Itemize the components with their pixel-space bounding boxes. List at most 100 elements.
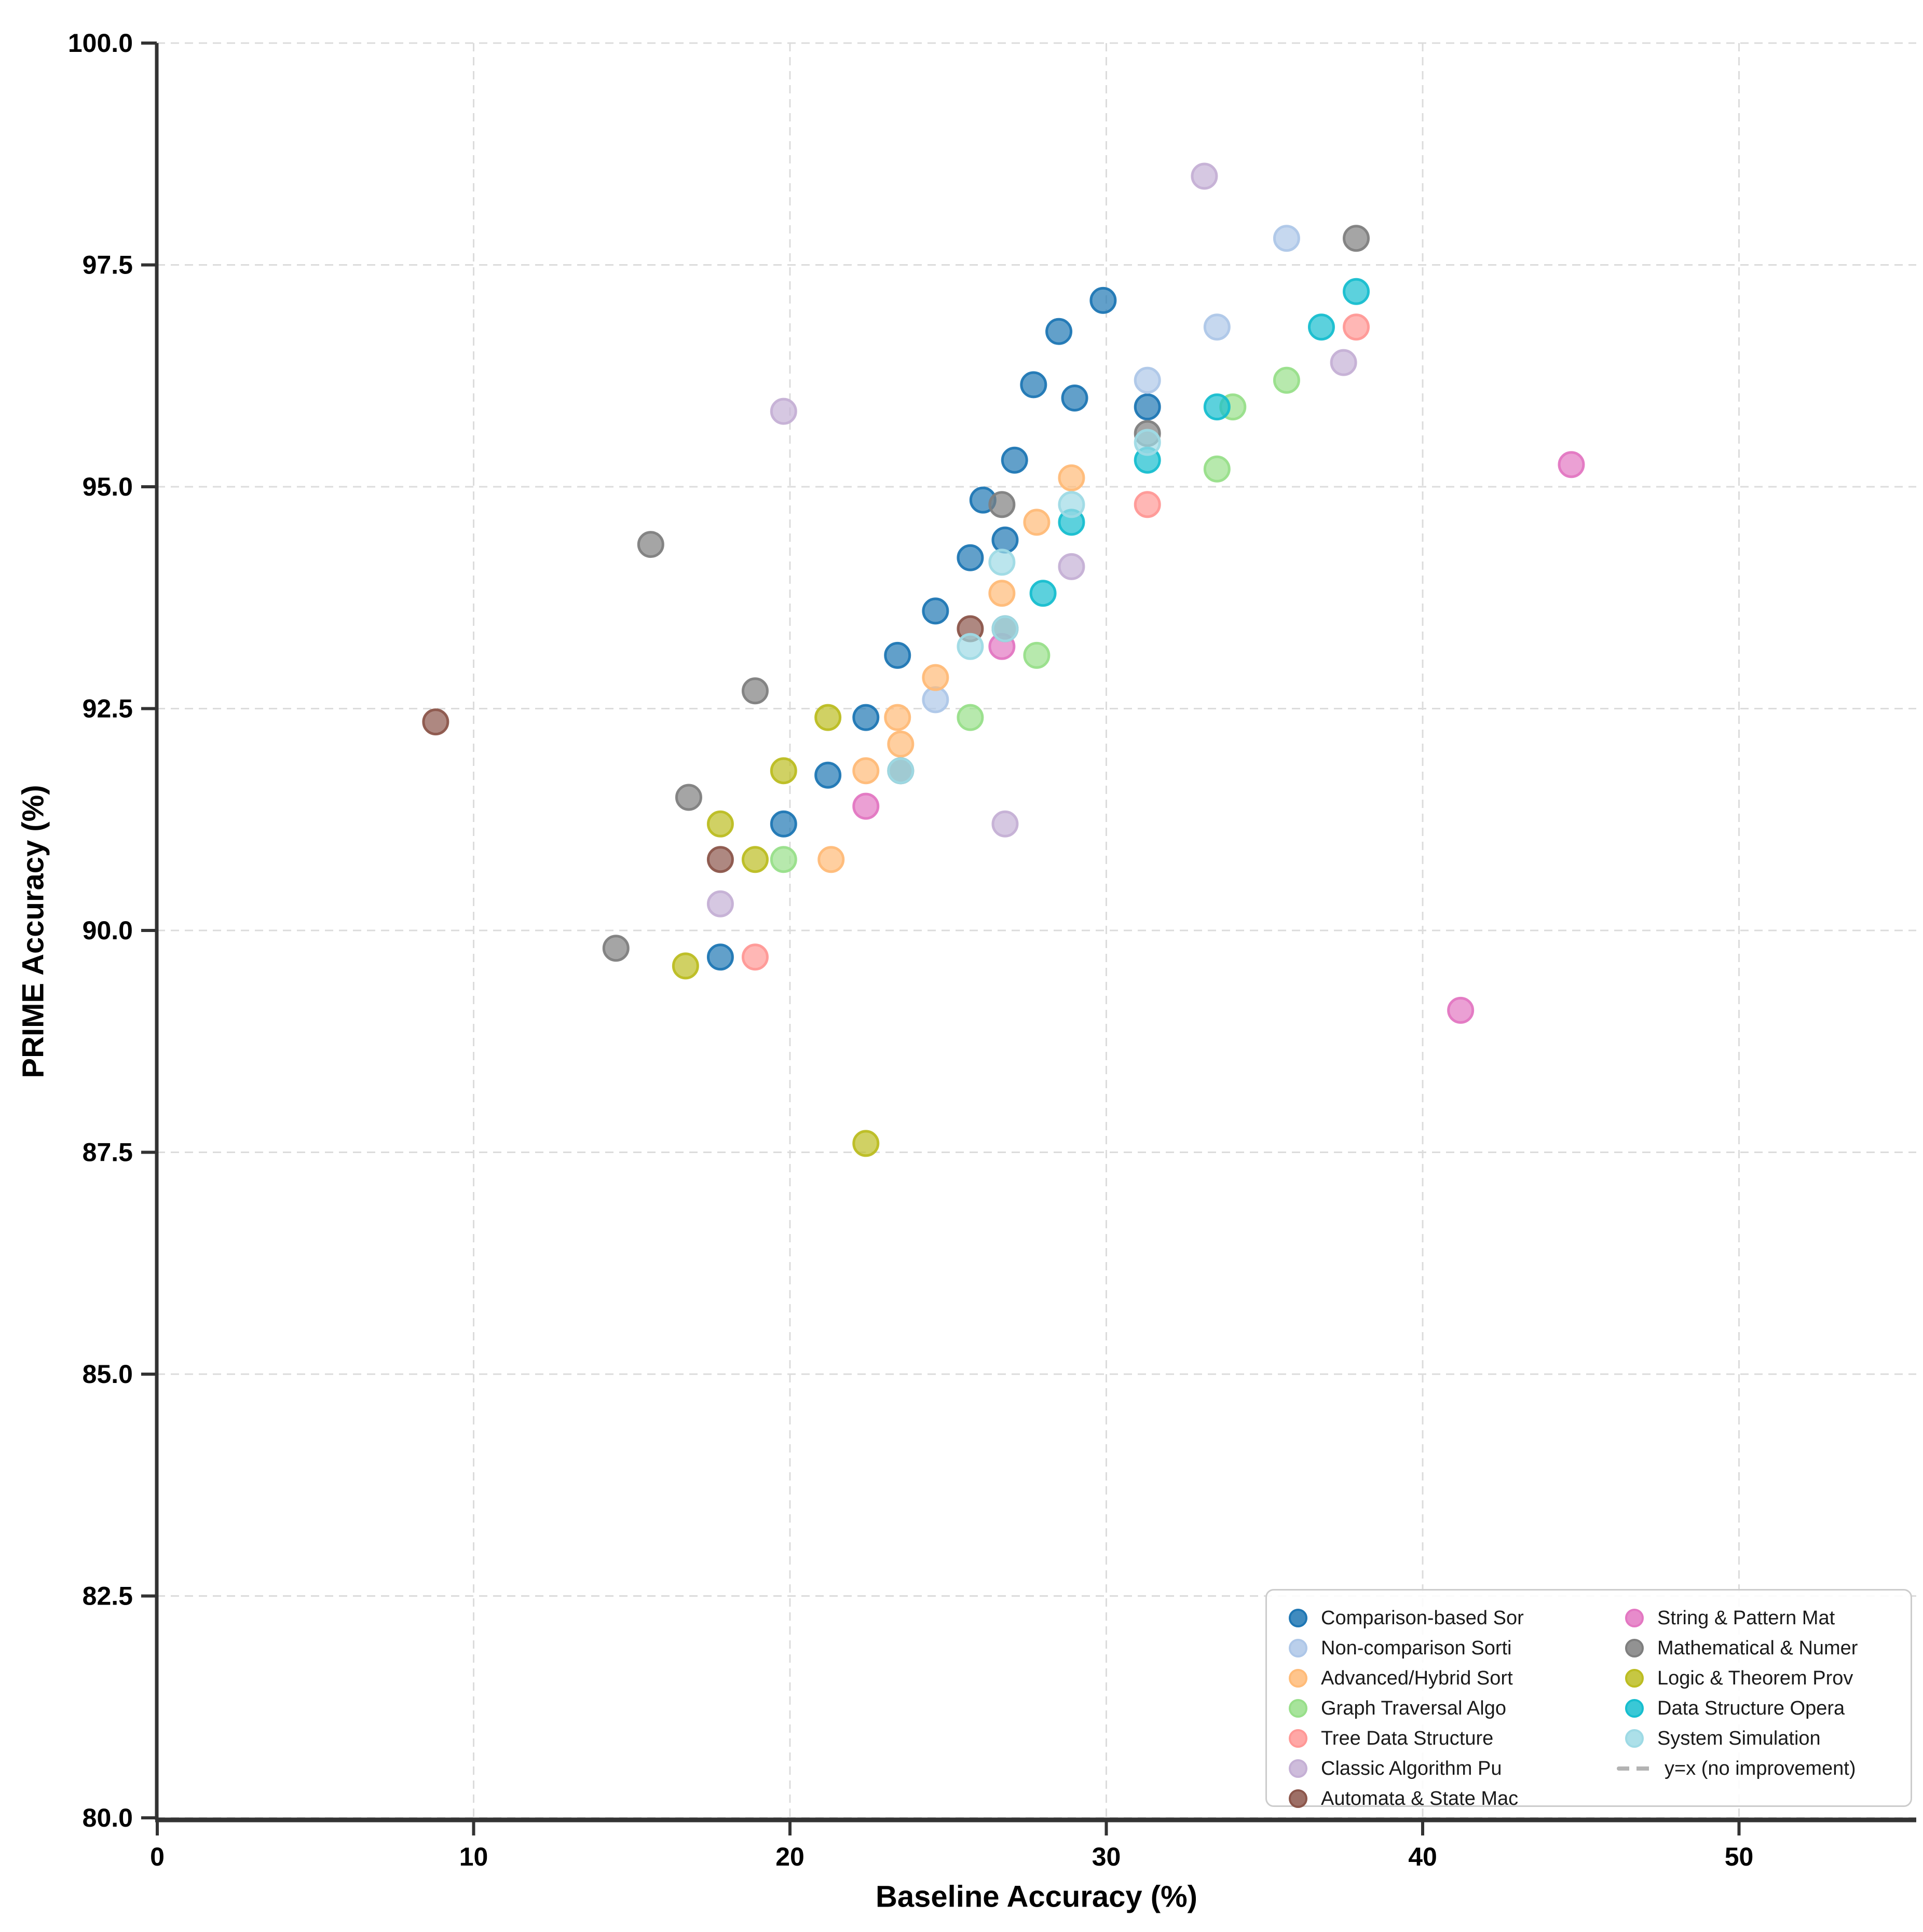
- point-comparison-based-sor[interactable]: [852, 704, 880, 731]
- point-comparison-based-sor[interactable]: [957, 544, 984, 571]
- point-comparison-based-sor[interactable]: [1089, 286, 1117, 314]
- point-system-simulation[interactable]: [1058, 491, 1085, 518]
- point-comparison-based-sor[interactable]: [991, 526, 1019, 554]
- point-logic-theorem-prov[interactable]: [741, 846, 769, 873]
- point-non-comparison-sorti[interactable]: [1203, 313, 1231, 341]
- legend-item[interactable]: Comparison-based Sor: [1273, 1603, 1524, 1633]
- point-data-structure-opera[interactable]: [1203, 393, 1231, 421]
- point-non-comparison-sorti[interactable]: [1134, 366, 1161, 394]
- point-advanced-hybrid-sort[interactable]: [852, 757, 880, 785]
- point-system-simulation[interactable]: [957, 633, 984, 660]
- point-mathematical-numer[interactable]: [988, 491, 1016, 518]
- legend-item[interactable]: Non-comparison Sorti: [1273, 1633, 1524, 1663]
- point-graph-traversal-algo[interactable]: [770, 846, 797, 873]
- legend-label: Comparison-based Sor: [1321, 1607, 1524, 1629]
- point-system-simulation[interactable]: [991, 615, 1019, 642]
- legend-label: Classic Algorithm Pu: [1321, 1757, 1502, 1779]
- point-tree-data-structure[interactable]: [1343, 313, 1370, 341]
- point-non-comparison-sorti[interactable]: [1273, 225, 1300, 252]
- point-string-pattern-mat[interactable]: [852, 792, 880, 820]
- point-system-simulation[interactable]: [887, 757, 915, 785]
- point-system-simulation[interactable]: [1134, 429, 1161, 456]
- point-logic-theorem-prov[interactable]: [672, 952, 699, 980]
- point-graph-traversal-algo[interactable]: [957, 704, 984, 731]
- point-advanced-hybrid-sort[interactable]: [988, 580, 1016, 607]
- legend-marker-icon: [1289, 1609, 1307, 1627]
- point-logic-theorem-prov[interactable]: [706, 810, 734, 838]
- legend-item[interactable]: Classic Algorithm Pu: [1273, 1753, 1524, 1784]
- point-classic-algorithm-pu[interactable]: [706, 890, 734, 917]
- legend-marker-icon: [1625, 1699, 1644, 1718]
- point-advanced-hybrid-sort[interactable]: [922, 664, 949, 691]
- point-advanced-hybrid-sort[interactable]: [1058, 464, 1085, 491]
- point-classic-algorithm-pu[interactable]: [1191, 162, 1218, 190]
- point-comparison-based-sor[interactable]: [884, 641, 911, 669]
- y-axis-title: PRIME Accuracy (%): [16, 785, 50, 1078]
- point-graph-traversal-algo[interactable]: [1273, 366, 1300, 394]
- legend-item[interactable]: Mathematical & Numer: [1610, 1633, 1858, 1663]
- point-comparison-based-sor[interactable]: [770, 810, 797, 838]
- legend-label: Logic & Theorem Prov: [1657, 1667, 1853, 1689]
- legend-marker-icon: [1625, 1639, 1644, 1657]
- legend-item[interactable]: String & Pattern Mat: [1610, 1603, 1858, 1633]
- x-tick-label-0: 0: [150, 1842, 165, 1871]
- point-tree-data-structure[interactable]: [741, 943, 769, 971]
- point-automata-state-mac[interactable]: [422, 708, 449, 736]
- point-graph-traversal-algo[interactable]: [1023, 641, 1051, 669]
- point-system-simulation[interactable]: [988, 549, 1016, 576]
- point-mathematical-numer[interactable]: [637, 531, 664, 558]
- legend-label: Advanced/Hybrid Sort: [1321, 1667, 1513, 1689]
- point-comparison-based-sor[interactable]: [922, 597, 949, 625]
- point-string-pattern-mat[interactable]: [1447, 996, 1475, 1024]
- point-automata-state-mac[interactable]: [706, 846, 734, 873]
- point-advanced-hybrid-sort[interactable]: [817, 846, 845, 873]
- point-comparison-based-sor[interactable]: [1045, 318, 1073, 345]
- legend-item[interactable]: Advanced/Hybrid Sort: [1273, 1663, 1524, 1693]
- y-tick-label-95: 95.0: [83, 472, 133, 501]
- point-string-pattern-mat[interactable]: [1558, 451, 1585, 478]
- legend-item[interactable]: Data Structure Opera: [1610, 1693, 1858, 1723]
- point-comparison-based-sor[interactable]: [1061, 385, 1088, 412]
- legend-item[interactable]: Automata & State Mac: [1273, 1784, 1524, 1814]
- legend-label: Mathematical & Numer: [1657, 1637, 1858, 1659]
- point-logic-theorem-prov[interactable]: [770, 757, 797, 785]
- point-comparison-based-sor[interactable]: [1001, 446, 1028, 474]
- point-advanced-hybrid-sort[interactable]: [1023, 509, 1051, 536]
- point-non-comparison-sorti[interactable]: [922, 686, 949, 714]
- legend-label: String & Pattern Mat: [1657, 1607, 1835, 1629]
- legend-column-2: String & Pattern Mat Mathematical & Numer…: [1610, 1603, 1858, 1784]
- point-data-structure-opera[interactable]: [1307, 313, 1335, 341]
- point-classic-algorithm-pu[interactable]: [991, 810, 1019, 838]
- legend-item[interactable]: Graph Traversal Algo: [1273, 1693, 1524, 1723]
- legend-item[interactable]: Tree Data Structure: [1273, 1723, 1524, 1753]
- point-graph-traversal-algo[interactable]: [1203, 455, 1231, 483]
- point-tree-data-structure[interactable]: [1134, 491, 1161, 518]
- point-comparison-based-sor[interactable]: [1134, 393, 1161, 421]
- legend-marker-icon: [1289, 1699, 1307, 1718]
- legend-item[interactable]: System Simulation: [1610, 1723, 1858, 1753]
- point-logic-theorem-prov[interactable]: [852, 1130, 880, 1157]
- point-classic-algorithm-pu[interactable]: [770, 398, 797, 425]
- point-comparison-based-sor[interactable]: [1020, 371, 1047, 399]
- point-comparison-based-sor[interactable]: [814, 761, 842, 789]
- legend-item[interactable]: y=x (no improvement): [1610, 1753, 1858, 1784]
- legend-item[interactable]: Logic & Theorem Prov: [1610, 1663, 1858, 1693]
- point-classic-algorithm-pu[interactable]: [1058, 553, 1085, 580]
- point-data-structure-opera[interactable]: [1029, 580, 1057, 607]
- legend-label: Automata & State Mac: [1321, 1787, 1519, 1810]
- point-mathematical-numer[interactable]: [602, 935, 630, 962]
- point-advanced-hybrid-sort[interactable]: [884, 704, 911, 731]
- point-mathematical-numer[interactable]: [1343, 225, 1370, 252]
- point-mathematical-numer[interactable]: [741, 677, 769, 705]
- legend-label: y=x (no improvement): [1665, 1757, 1856, 1779]
- legend-marker-icon: [1289, 1639, 1307, 1657]
- legend-label: System Simulation: [1657, 1727, 1821, 1749]
- point-mathematical-numer[interactable]: [675, 784, 702, 811]
- legend-marker-icon: [1625, 1669, 1644, 1688]
- point-logic-theorem-prov[interactable]: [814, 704, 842, 731]
- point-data-structure-opera[interactable]: [1343, 278, 1370, 305]
- point-comparison-based-sor[interactable]: [706, 943, 734, 971]
- point-classic-algorithm-pu[interactable]: [1330, 349, 1357, 376]
- point-advanced-hybrid-sort[interactable]: [887, 730, 915, 758]
